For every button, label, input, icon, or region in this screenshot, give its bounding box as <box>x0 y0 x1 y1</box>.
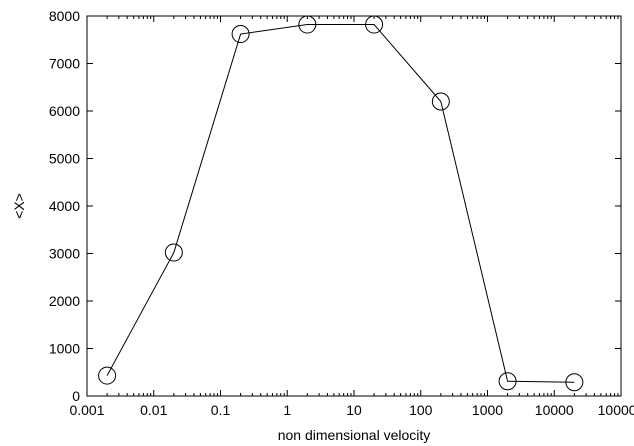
data-point-7 <box>565 373 584 392</box>
data-point-2 <box>231 25 250 44</box>
data-point-3 <box>298 15 317 34</box>
x-tick-label-0: 0.001 <box>69 402 104 418</box>
x-tick-label-1: 0.01 <box>140 402 167 418</box>
plot-frame <box>86 15 622 397</box>
x-tick-label-6: 1000 <box>472 402 503 418</box>
data-point-1 <box>164 243 183 262</box>
x-tick-label-2: 0.1 <box>211 402 231 418</box>
y-axis-title: <X> <box>11 193 27 219</box>
x-tick-label-5: 100 <box>409 402 433 418</box>
y-tick-label-2: 2000 <box>49 293 80 309</box>
y-tick-label-1: 1000 <box>49 341 80 357</box>
y-tick-label-7: 7000 <box>49 56 80 72</box>
y-tick-label-4: 4000 <box>49 198 80 214</box>
y-tick-label-0: 0 <box>72 388 80 404</box>
data-point-5 <box>431 92 450 111</box>
y-tick-label-6: 6000 <box>49 103 80 119</box>
y-tick-label-3: 3000 <box>49 246 80 262</box>
series-line-0 <box>106 24 575 383</box>
y-tick-label-8: 8000 <box>49 8 80 24</box>
data-point-0 <box>98 366 117 385</box>
data-point-6 <box>498 372 517 391</box>
x-tick-label-3: 1 <box>283 402 291 418</box>
data-point-4 <box>365 15 384 34</box>
x-axis-title: non dimensional velocity <box>278 427 431 443</box>
x-tick-label-4: 10 <box>346 402 362 418</box>
y-tick-label-5: 5000 <box>49 151 80 167</box>
x-tick-label-7: 10000 <box>535 402 574 418</box>
